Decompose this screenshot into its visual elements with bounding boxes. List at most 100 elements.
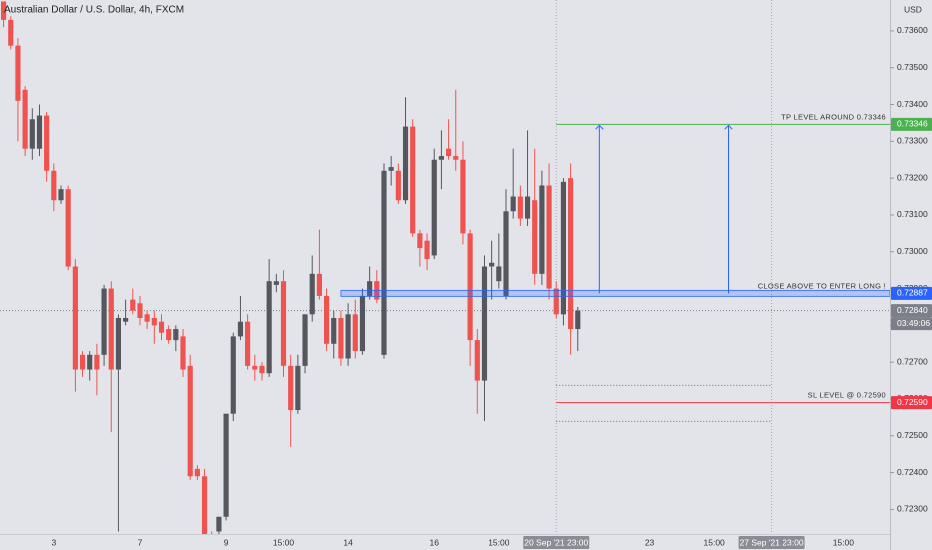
candle-body [101, 288, 107, 355]
candle-body [72, 266, 78, 370]
y-tick-label: 0.73000 [897, 246, 928, 256]
candle-body [295, 365, 301, 411]
y-tick-label: 0.73200 [897, 172, 928, 182]
candle-body [51, 170, 57, 201]
candle-body [194, 468, 200, 477]
candle-body [309, 273, 315, 315]
candle-body [417, 233, 423, 249]
candle-body [532, 200, 538, 274]
candle-body [29, 119, 35, 149]
candle-body [424, 240, 430, 260]
candle-body [22, 89, 28, 149]
candle-body [553, 288, 559, 315]
candle-body [115, 318, 122, 370]
candle-body [180, 336, 186, 370]
candle-body [510, 196, 516, 212]
y-tick-label: 0.72300 [897, 504, 928, 514]
level-label: CLOSE ABOVE TO ENTER LONG ! [758, 281, 886, 290]
candle-body [524, 196, 531, 219]
candle-body [158, 321, 165, 333]
last-price-box [891, 304, 932, 318]
candle-body [438, 156, 444, 160]
candle-body [381, 170, 387, 355]
candle-body [79, 354, 86, 370]
candle-body [230, 336, 236, 414]
candle-body [352, 314, 358, 352]
candle-body [15, 45, 21, 101]
candle-body [338, 318, 344, 359]
level-label: TP LEVEL AROUND 0.73346 [781, 112, 886, 121]
candle-body [467, 233, 473, 341]
candle-body [316, 273, 322, 296]
candle-body [216, 516, 222, 532]
x-tick-label: 3 [51, 537, 56, 547]
countdown-box [891, 317, 932, 331]
time-marker-box [523, 536, 590, 549]
candle-body [481, 266, 488, 381]
level-price-box [891, 396, 932, 410]
candle-body [151, 318, 157, 326]
y-tick-label: 0.73500 [897, 62, 928, 72]
candle-body [460, 159, 466, 234]
y-tick-label: 0.73600 [897, 25, 928, 35]
y-tick-label: 0.73100 [897, 209, 928, 219]
candle-body [237, 321, 244, 337]
countdown-label: 03:49:06 [897, 318, 930, 328]
candle-body [94, 354, 100, 370]
currency-label: USD [904, 4, 922, 14]
candle-body [503, 211, 509, 296]
candle-body [546, 185, 552, 289]
candle-body [280, 281, 287, 366]
level-price-label: 0.72590 [897, 397, 928, 407]
candle-body [410, 126, 416, 234]
level-price-box [891, 286, 932, 300]
x-tick-label: 14 [343, 537, 353, 547]
candle-body [130, 299, 136, 311]
overlay: 0.73600 0.73500 0.73400 0.73300 0.73200 0.731… [51, 25, 932, 549]
candle-body [359, 295, 366, 352]
candle-body [166, 329, 172, 341]
candle-body [259, 365, 265, 374]
x-tick-label: 9 [224, 537, 229, 547]
candle-body [245, 321, 251, 366]
candle-body [474, 340, 480, 381]
candle-body [1, 1, 7, 20]
candle-body [58, 189, 64, 201]
candle-body [453, 156, 459, 160]
candle-body [517, 196, 523, 219]
level-price-label: 0.72887 [897, 288, 928, 298]
candle-body [431, 159, 437, 256]
level-price-label: 0.73346 [897, 119, 928, 129]
candle-body [395, 170, 401, 201]
candle-body [575, 310, 581, 330]
y-tick-label: 0.73400 [897, 99, 928, 109]
x-tick-label: 15:00 [704, 537, 726, 547]
time-marker-box [738, 536, 805, 549]
x-tick-label: 15:00 [488, 537, 510, 547]
candle-body [187, 365, 193, 477]
candle-body [252, 365, 258, 370]
x-tick-label: 16 [429, 537, 439, 547]
chart-title: Australian Dollar / U.S. Dollar, 4h, FXC… [4, 5, 184, 16]
candle-body [201, 476, 208, 534]
candle-body [87, 354, 93, 370]
candle-body [331, 318, 337, 344]
candle-body [302, 314, 308, 366]
candle-body [137, 303, 143, 318]
entry-zone [340, 289, 890, 297]
candle-body [288, 365, 294, 411]
candle-body [560, 181, 567, 315]
x-tick-label: 15:00 [273, 537, 295, 547]
candle-body [173, 329, 179, 341]
candle-body [8, 19, 14, 46]
candle-body [144, 314, 150, 322]
candle-body [223, 413, 229, 517]
candle-body [539, 185, 545, 274]
candle-body [446, 148, 452, 157]
candle-body [496, 266, 502, 282]
y-tick-label: 0.72500 [897, 430, 928, 440]
candle-body [108, 288, 114, 370]
